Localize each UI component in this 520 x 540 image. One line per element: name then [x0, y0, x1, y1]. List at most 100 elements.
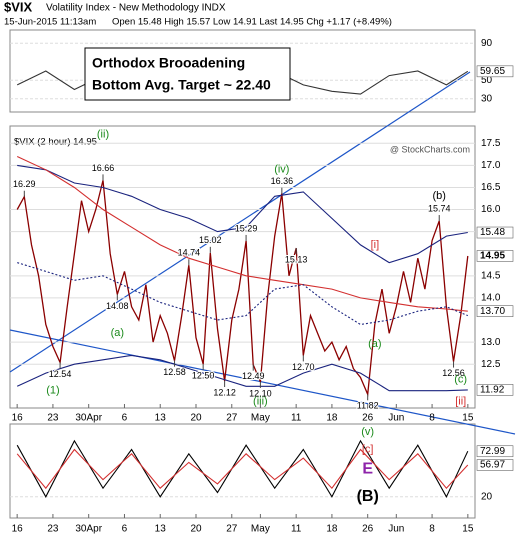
annotation-label: 14.74	[178, 248, 201, 258]
x-tick-label: 20	[190, 413, 202, 424]
annotation-label: 15.74	[428, 203, 451, 213]
annotation-label: 16.36	[271, 176, 294, 186]
symbol: $VIX	[4, 0, 33, 14]
x-tick-label: 13	[155, 413, 167, 424]
x-tick-label: 11	[291, 524, 302, 535]
wave-label: (B)	[357, 488, 379, 505]
wave-label: (iv)	[274, 164, 289, 176]
wave-label: (iii)	[253, 396, 268, 408]
series-line	[16, 439, 469, 499]
stoch-frame	[9, 423, 476, 519]
x-tick-label: Jun	[388, 524, 404, 535]
quote: Open 15.48 High 15.57 Low 14.91 Last 14.…	[112, 17, 392, 28]
wave-label: E	[362, 460, 373, 477]
annotation-label: 12.54	[49, 369, 72, 379]
y-tick-label: 30	[481, 93, 493, 104]
x-tick-label: 18	[326, 524, 338, 535]
last-value-box	[476, 459, 514, 471]
x-tick-label: 8	[429, 524, 435, 535]
annotation-label: 16.66	[92, 163, 115, 173]
last-value-label: 56.97	[480, 460, 505, 471]
y-tick-label: 90	[481, 38, 493, 49]
last-value-label: 13.70	[480, 306, 505, 317]
last-value-box	[476, 305, 514, 317]
y-tick-label: 13.0	[481, 337, 501, 348]
annotation-label: 14.08	[106, 301, 129, 311]
wave-label: (a)	[368, 338, 381, 350]
date: 15-Jun-2015 11:13am	[4, 17, 96, 28]
series-line	[16, 448, 469, 490]
x-tick-label: 23	[47, 524, 59, 535]
trend-line	[9, 71, 471, 373]
x-tick-label: 18	[326, 413, 338, 424]
y-tick-label: 17.5	[481, 138, 501, 149]
y-tick-label: 17.0	[481, 160, 501, 171]
last-value-label: 72.99	[480, 446, 505, 457]
series-line	[16, 180, 469, 397]
annotation-label: 15.02	[199, 235, 222, 245]
annotation-label: 12.56	[442, 368, 465, 378]
x-tick-label: 27	[226, 413, 238, 424]
y-tick-label: 14.0	[481, 293, 501, 304]
x-tick-label: 6	[122, 524, 128, 535]
x-tick-label: 6	[122, 413, 128, 424]
wave-label: [i]	[371, 239, 380, 251]
last-value-box	[476, 445, 514, 458]
annotation-label: 12.50	[192, 371, 215, 381]
wave-label: (1)	[46, 385, 59, 397]
series-line	[17, 262, 469, 326]
legend: $VIX (2 hour) 14.95	[14, 137, 97, 148]
annotation-label: 12.12	[213, 387, 236, 397]
x-tick-label: 11	[291, 413, 302, 424]
annotation-label: 12.49	[242, 371, 265, 381]
y-tick-label: 14.5	[481, 270, 501, 281]
credit: @ StockCharts.com	[390, 144, 470, 154]
series-line	[16, 354, 468, 392]
last-value-box	[476, 250, 514, 262]
x-tick-label: 26	[362, 413, 374, 424]
annotation-label: 12.58	[163, 367, 186, 377]
wave-label: (c)	[454, 374, 467, 386]
annotation-label: 12.10	[249, 388, 272, 398]
y-tick-label: 16.0	[481, 204, 501, 215]
last-value-label: 11.92	[480, 384, 505, 395]
x-tick-label: 20	[190, 524, 202, 535]
y-tick-label: 16.5	[481, 182, 501, 193]
annotation-label: 12.70	[292, 362, 315, 372]
wave-label: (ii)	[97, 128, 109, 140]
note: Bottom Avg. Target ~ 22.40	[92, 77, 271, 93]
series-line	[17, 164, 468, 264]
annotation-label: 15.29	[235, 223, 258, 233]
x-tick-label: 15	[462, 413, 474, 424]
wave-label: [ii]	[455, 396, 466, 408]
annotation-label: 16.29	[13, 179, 36, 189]
annotation-label: 15.13	[285, 254, 308, 264]
x-tick-label: 16	[12, 524, 24, 535]
x-tick-label: 27	[226, 524, 238, 535]
x-tick-label: 23	[47, 413, 59, 424]
last-value-label: 14.95	[480, 251, 505, 262]
series-line	[16, 156, 468, 312]
last-value-label: 59.65	[480, 66, 505, 77]
note-box	[84, 47, 291, 101]
y-tick-label: 20	[481, 491, 493, 502]
x-tick-label: 8	[429, 413, 435, 424]
y-tick-label: 50	[481, 75, 493, 86]
security-name: Volatility Index - New Methodology INDX	[46, 3, 226, 14]
x-tick-label: May	[251, 524, 270, 535]
wave-label: [c]	[362, 443, 374, 455]
x-tick-label: 30Apr	[75, 413, 102, 424]
x-tick-label: Jun	[388, 413, 404, 424]
last-value-box	[476, 384, 514, 396]
last-value-box	[476, 65, 514, 78]
x-tick-label: 15	[462, 524, 474, 535]
x-tick-label: 30Apr	[75, 524, 102, 535]
y-tick-label: 12.5	[481, 359, 501, 370]
wave-label: (a)	[111, 327, 124, 339]
trend-line	[9, 329, 516, 435]
x-tick-label: 16	[12, 413, 24, 424]
x-tick-label: 26	[362, 524, 374, 535]
last-value-label: 15.48	[480, 227, 505, 238]
wave-label: (b)	[433, 190, 446, 202]
